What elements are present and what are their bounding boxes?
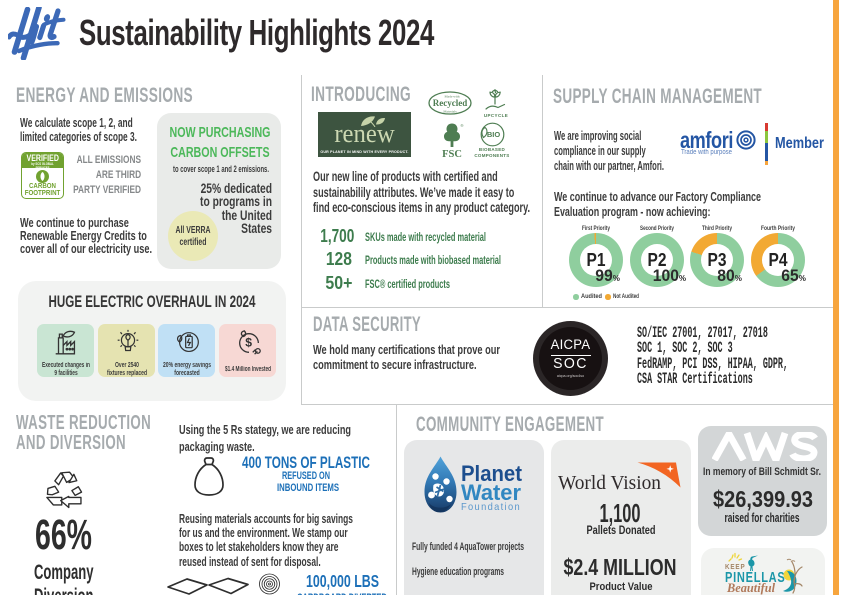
- svg-text:Made with: Made with: [444, 95, 459, 99]
- svg-text:Recycled: Recycled: [433, 98, 467, 108]
- svg-text:BIO: BIO: [487, 130, 501, 139]
- svg-text:Materials: Materials: [443, 110, 457, 114]
- svg-text:®: ®: [461, 123, 464, 128]
- svg-text:FSC: FSC: [442, 149, 462, 158]
- svg-text:$: $: [245, 336, 252, 350]
